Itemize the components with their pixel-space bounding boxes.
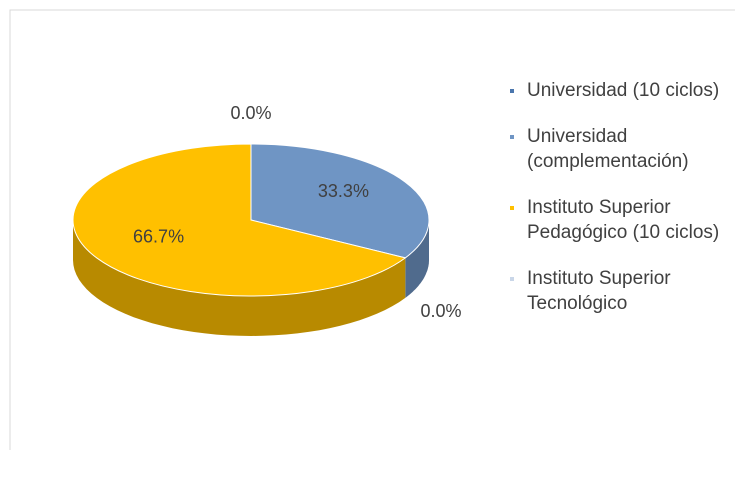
legend: Universidad (10 ciclos) Universidad (comp…	[510, 78, 725, 337]
data-label: 0.0%	[420, 301, 461, 321]
data-label: 0.0%	[230, 103, 271, 123]
pie-slice-side	[73, 220, 406, 336]
legend-swatch	[510, 277, 514, 281]
pie-slice	[250, 143, 430, 259]
legend-entry: Universidad (10 ciclos)	[510, 78, 725, 103]
legend-entry: Instituto Superior Pedagógico (10 ciclos…	[510, 195, 725, 245]
legend-swatch	[510, 206, 514, 210]
data-label: 66.7%	[133, 227, 184, 247]
legend-swatch	[510, 89, 514, 93]
legend-swatch	[510, 135, 514, 139]
legend-entry: Universidad (complementación)	[510, 124, 725, 174]
data-label: 33.3%	[318, 181, 369, 201]
pie-slice	[72, 143, 407, 297]
legend-entry: Instituto Superior Tecnológico	[510, 266, 725, 316]
legend-label: Instituto Superior Pedagógico (10 ciclos…	[527, 197, 720, 243]
legend-label: Universidad (complementación)	[527, 126, 689, 172]
legend-label: Universidad (10 ciclos)	[527, 80, 720, 101]
legend-label: Instituto Superior Tecnológico	[527, 268, 671, 314]
chart-frame	[9, 9, 735, 450]
